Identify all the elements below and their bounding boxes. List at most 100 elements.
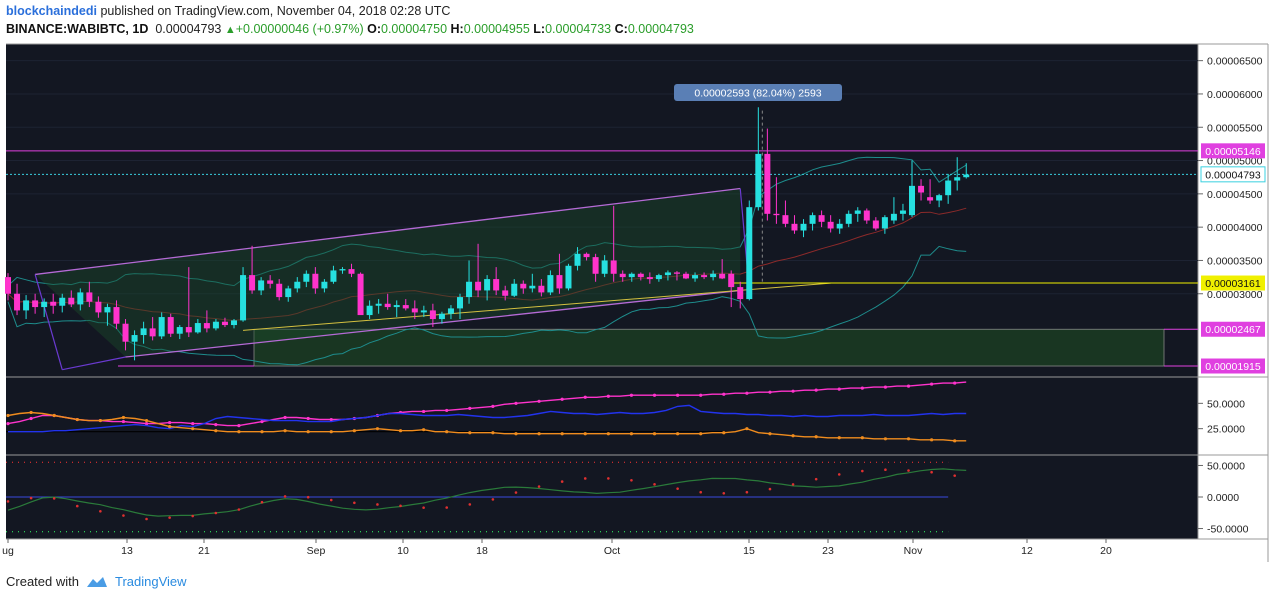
rsi-dot bbox=[283, 429, 287, 433]
rsi-dot bbox=[237, 430, 241, 434]
candle-body bbox=[5, 277, 11, 294]
rsi-dot bbox=[75, 417, 79, 422]
rsi-dot bbox=[606, 432, 610, 436]
y-tick-label: 0.00003500 bbox=[1207, 255, 1263, 267]
rsi-dot bbox=[375, 427, 380, 431]
open-label: O: bbox=[367, 22, 381, 36]
rsi-dot bbox=[283, 415, 287, 420]
candle-body bbox=[845, 213, 852, 224]
candle-body bbox=[384, 303, 391, 308]
level-lines bbox=[6, 110, 1198, 284]
open-value: 0.00004750 bbox=[381, 22, 448, 36]
high-value: 0.00004955 bbox=[463, 22, 530, 36]
candle-body bbox=[683, 273, 689, 279]
candle-body bbox=[484, 279, 491, 291]
candle-body bbox=[547, 275, 554, 293]
rsi-dot bbox=[953, 381, 957, 385]
rsi-tick-label: 50.0000 bbox=[1207, 398, 1245, 410]
up-arrow-icon: ▲ bbox=[224, 24, 236, 36]
candle-body bbox=[692, 275, 699, 279]
rsi-dot bbox=[768, 390, 772, 394]
oscillator-dot bbox=[445, 506, 449, 509]
close-value: 0.00004793 bbox=[627, 22, 694, 36]
rsi-dot bbox=[29, 416, 33, 421]
candle-body bbox=[673, 272, 680, 274]
y-tick-label: 0.00005500 bbox=[1207, 122, 1263, 134]
candle-body bbox=[32, 300, 39, 308]
x-tick-label: 21 bbox=[198, 545, 210, 557]
candle-body bbox=[728, 273, 735, 288]
rsi-dot bbox=[906, 384, 911, 388]
oscillator-dot bbox=[768, 487, 772, 491]
candle-body bbox=[511, 283, 518, 296]
oscillator-dot bbox=[653, 483, 656, 486]
oscillator-dot bbox=[122, 514, 125, 517]
oscillator-dot bbox=[491, 498, 495, 501]
oscillator-dot bbox=[607, 477, 610, 480]
rsi-dot bbox=[98, 418, 102, 423]
candle-body bbox=[574, 253, 581, 266]
candle-body bbox=[402, 305, 409, 309]
level-label: 0.00004793 bbox=[1205, 169, 1261, 181]
last-price: 0.00004793 bbox=[155, 22, 222, 36]
candle-body bbox=[348, 269, 355, 274]
oscillator-dot bbox=[630, 478, 633, 482]
rsi-dot bbox=[6, 413, 10, 418]
oscillator-dot bbox=[376, 503, 379, 506]
candle-body bbox=[330, 270, 337, 282]
rsi-dot bbox=[906, 437, 911, 441]
x-tick-label: 12 bbox=[1021, 545, 1033, 557]
rsi-dot bbox=[560, 397, 564, 401]
level-labels: 0.00005146 0.00004793 0.00003161 0.00002467… bbox=[1164, 143, 1266, 374]
candle-body bbox=[447, 308, 454, 314]
candle-body bbox=[357, 273, 364, 316]
rsi-series-pink bbox=[7, 381, 967, 427]
rsi-dot bbox=[237, 424, 241, 428]
oscillator-dot bbox=[214, 511, 218, 515]
candle-body bbox=[231, 320, 237, 326]
low-value: 0.00004733 bbox=[545, 22, 612, 36]
candle-body bbox=[773, 213, 780, 216]
candle-body bbox=[529, 285, 536, 289]
oscillator-dot bbox=[29, 496, 33, 500]
author-name[interactable]: blockchaindedi bbox=[6, 4, 97, 18]
rsi-dot bbox=[260, 419, 264, 424]
rsi-dot bbox=[422, 409, 426, 414]
oscillator-dot bbox=[953, 474, 956, 477]
rsi-dot bbox=[537, 399, 541, 403]
footer: Created with TradingView bbox=[6, 574, 187, 589]
zone-rect bbox=[253, 328, 1165, 367]
rsi-dot bbox=[398, 429, 403, 433]
tradingview-link[interactable]: TradingView bbox=[114, 574, 187, 589]
candle-body bbox=[646, 277, 653, 280]
candle-body bbox=[520, 283, 527, 289]
oscillator-dot bbox=[814, 477, 818, 481]
rsi-dot bbox=[445, 430, 449, 434]
rsi-dot bbox=[791, 434, 795, 438]
candle-body bbox=[438, 313, 445, 320]
candle-body bbox=[601, 260, 608, 274]
channel-fill bbox=[35, 188, 741, 358]
rsi-dot bbox=[837, 387, 841, 391]
rsi-dot bbox=[676, 393, 680, 397]
rsi-dot bbox=[814, 388, 818, 392]
x-tick-label: Oct bbox=[604, 545, 620, 557]
rsi-dot bbox=[144, 418, 149, 423]
rsi-dot bbox=[29, 410, 33, 415]
measure-label: 0.00002593 (82.04%) 2593 bbox=[694, 88, 821, 100]
symbol-name: BINANCE:WABIBTC, 1D bbox=[6, 22, 149, 36]
rsi-dot bbox=[144, 422, 149, 426]
candle-body bbox=[927, 197, 934, 201]
y-tick-label: 0.00006500 bbox=[1207, 56, 1263, 68]
candle-body bbox=[104, 307, 111, 313]
price-chart[interactable]: 50.0000 25.0000 50.0000 0.0000 -50.0000 0.0… bbox=[0, 42, 1274, 569]
rsi-dot bbox=[168, 425, 172, 429]
rsi-dot bbox=[860, 436, 864, 440]
candle-body bbox=[176, 327, 183, 334]
trend-channel bbox=[34, 187, 831, 371]
candle-body bbox=[809, 215, 816, 224]
candle-body bbox=[818, 215, 825, 222]
publish-line: blockchaindedi published on TradingView.… bbox=[6, 3, 1266, 20]
candle-body bbox=[610, 260, 617, 274]
oscillator-dot bbox=[583, 477, 587, 480]
